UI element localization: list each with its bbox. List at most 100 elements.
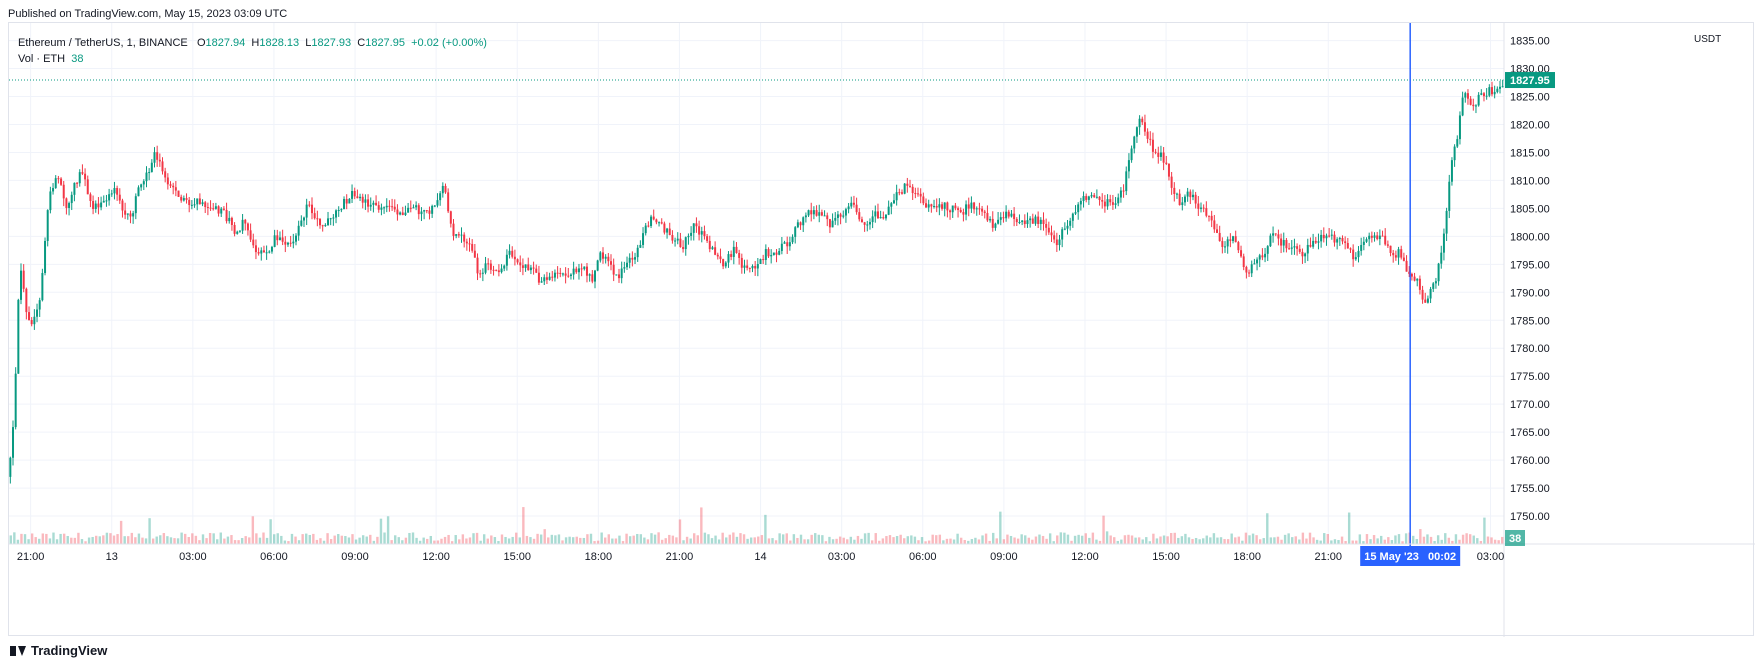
candle-body [1114, 203, 1117, 205]
candle-body [1045, 224, 1048, 228]
volume-bar [1162, 535, 1166, 544]
candle-body [1026, 220, 1029, 225]
candle-body [1493, 91, 1496, 95]
volume-bar [1173, 532, 1176, 544]
volume-bar [1212, 533, 1216, 544]
candle-body [1248, 272, 1251, 274]
volume-bar [628, 536, 632, 544]
candle-body [94, 203, 97, 210]
candle-body [257, 252, 260, 254]
volume-bar [621, 541, 625, 544]
volume-bar [386, 516, 390, 544]
candle-body [1197, 203, 1200, 209]
candle-body [497, 270, 500, 273]
volume-bar [974, 537, 977, 544]
volume-bar [141, 537, 144, 544]
candle-body [714, 247, 717, 255]
volume-bar [212, 533, 215, 544]
candle-body [770, 255, 773, 257]
volume-bar [1440, 539, 1443, 544]
volume-bar [906, 536, 909, 544]
candle-body [1095, 196, 1098, 198]
volume-bar [1105, 531, 1109, 544]
volume-bar [216, 539, 219, 544]
y-tick-label: 1785.00 [1510, 315, 1550, 327]
volume-bar [319, 538, 322, 544]
volume-bar [66, 535, 69, 544]
candle-body [204, 202, 207, 208]
candle-body [863, 222, 866, 225]
candle-body [1349, 248, 1352, 250]
volume-bar [422, 537, 425, 544]
candle-body [308, 204, 311, 206]
volume-bar [632, 535, 635, 544]
price-unit-label[interactable]: USDT [1694, 34, 1722, 45]
volume-bar [1187, 537, 1191, 544]
candle-body [1002, 217, 1005, 219]
candle-body [1274, 233, 1277, 235]
candle-body [164, 171, 167, 178]
candle-body [110, 193, 113, 195]
volume-bar [728, 534, 732, 544]
candle-body [556, 272, 559, 274]
x-tick-label: 14 [754, 551, 766, 563]
volume-bar [102, 535, 105, 544]
candle-body [1373, 235, 1376, 238]
volume-bar [967, 540, 970, 544]
candle-body [1234, 236, 1237, 243]
symbol-title[interactable]: Ethereum / TetherUS, 1, BINANCE [18, 37, 188, 49]
volume-bar [814, 533, 817, 544]
published-note: Published on TradingView.com, May 15, 20… [8, 8, 288, 20]
candle-body [954, 205, 957, 209]
volume-bar [201, 534, 205, 544]
candle-body [933, 205, 936, 207]
volume-bar [725, 537, 728, 544]
candle-body [1175, 193, 1178, 195]
tradingview-logo[interactable]: TradingView [10, 643, 107, 658]
volume-bar [507, 538, 511, 544]
candle-body [1413, 276, 1416, 281]
candle-body [225, 209, 228, 222]
volume-bar [16, 539, 20, 544]
candle-body [1098, 196, 1101, 200]
candle-body [367, 199, 370, 207]
volume-bar [571, 537, 575, 544]
candle-body [1232, 236, 1235, 241]
candle-body [1490, 87, 1493, 95]
candle-body [1333, 234, 1336, 243]
candle-body [626, 262, 629, 268]
price-chart[interactable]: 1835.001830.001825.001820.001815.001810.… [9, 23, 1755, 637]
candle-body [145, 172, 148, 182]
volume-bar [604, 537, 607, 544]
candle-body [463, 234, 466, 242]
candle-body [425, 210, 428, 212]
y-tick-label: 1810.00 [1510, 175, 1550, 187]
candle-body [989, 218, 992, 221]
candle-body [1103, 201, 1106, 207]
chart-frame[interactable]: 1835.00 1830.00 1825.00 1820.00 1815.00 1810.… [8, 22, 1755, 637]
candle-body [327, 218, 330, 226]
candle-body [946, 202, 949, 211]
candle-body [185, 198, 188, 200]
candle-body [751, 265, 754, 269]
volume-bar [1319, 540, 1322, 544]
volume-bar [927, 540, 931, 544]
volume-bar [1351, 540, 1354, 544]
candle-body [1293, 246, 1296, 248]
volume-bar [486, 538, 489, 544]
volume-bar [1444, 533, 1447, 544]
volume-bar [575, 536, 578, 544]
candle-body [620, 268, 623, 279]
candle-body [68, 203, 71, 208]
candle-body [973, 202, 976, 210]
candle-body [1162, 152, 1165, 163]
candle-body [804, 215, 807, 218]
volume-bar [732, 532, 735, 544]
candle-body [1397, 249, 1400, 258]
candle-body [1336, 239, 1339, 243]
volume-bar [41, 533, 45, 544]
candle-body [393, 206, 396, 210]
volume-bar [95, 535, 98, 544]
volume-bar [589, 533, 593, 544]
volume-label[interactable]: Vol · ETH [18, 53, 66, 65]
